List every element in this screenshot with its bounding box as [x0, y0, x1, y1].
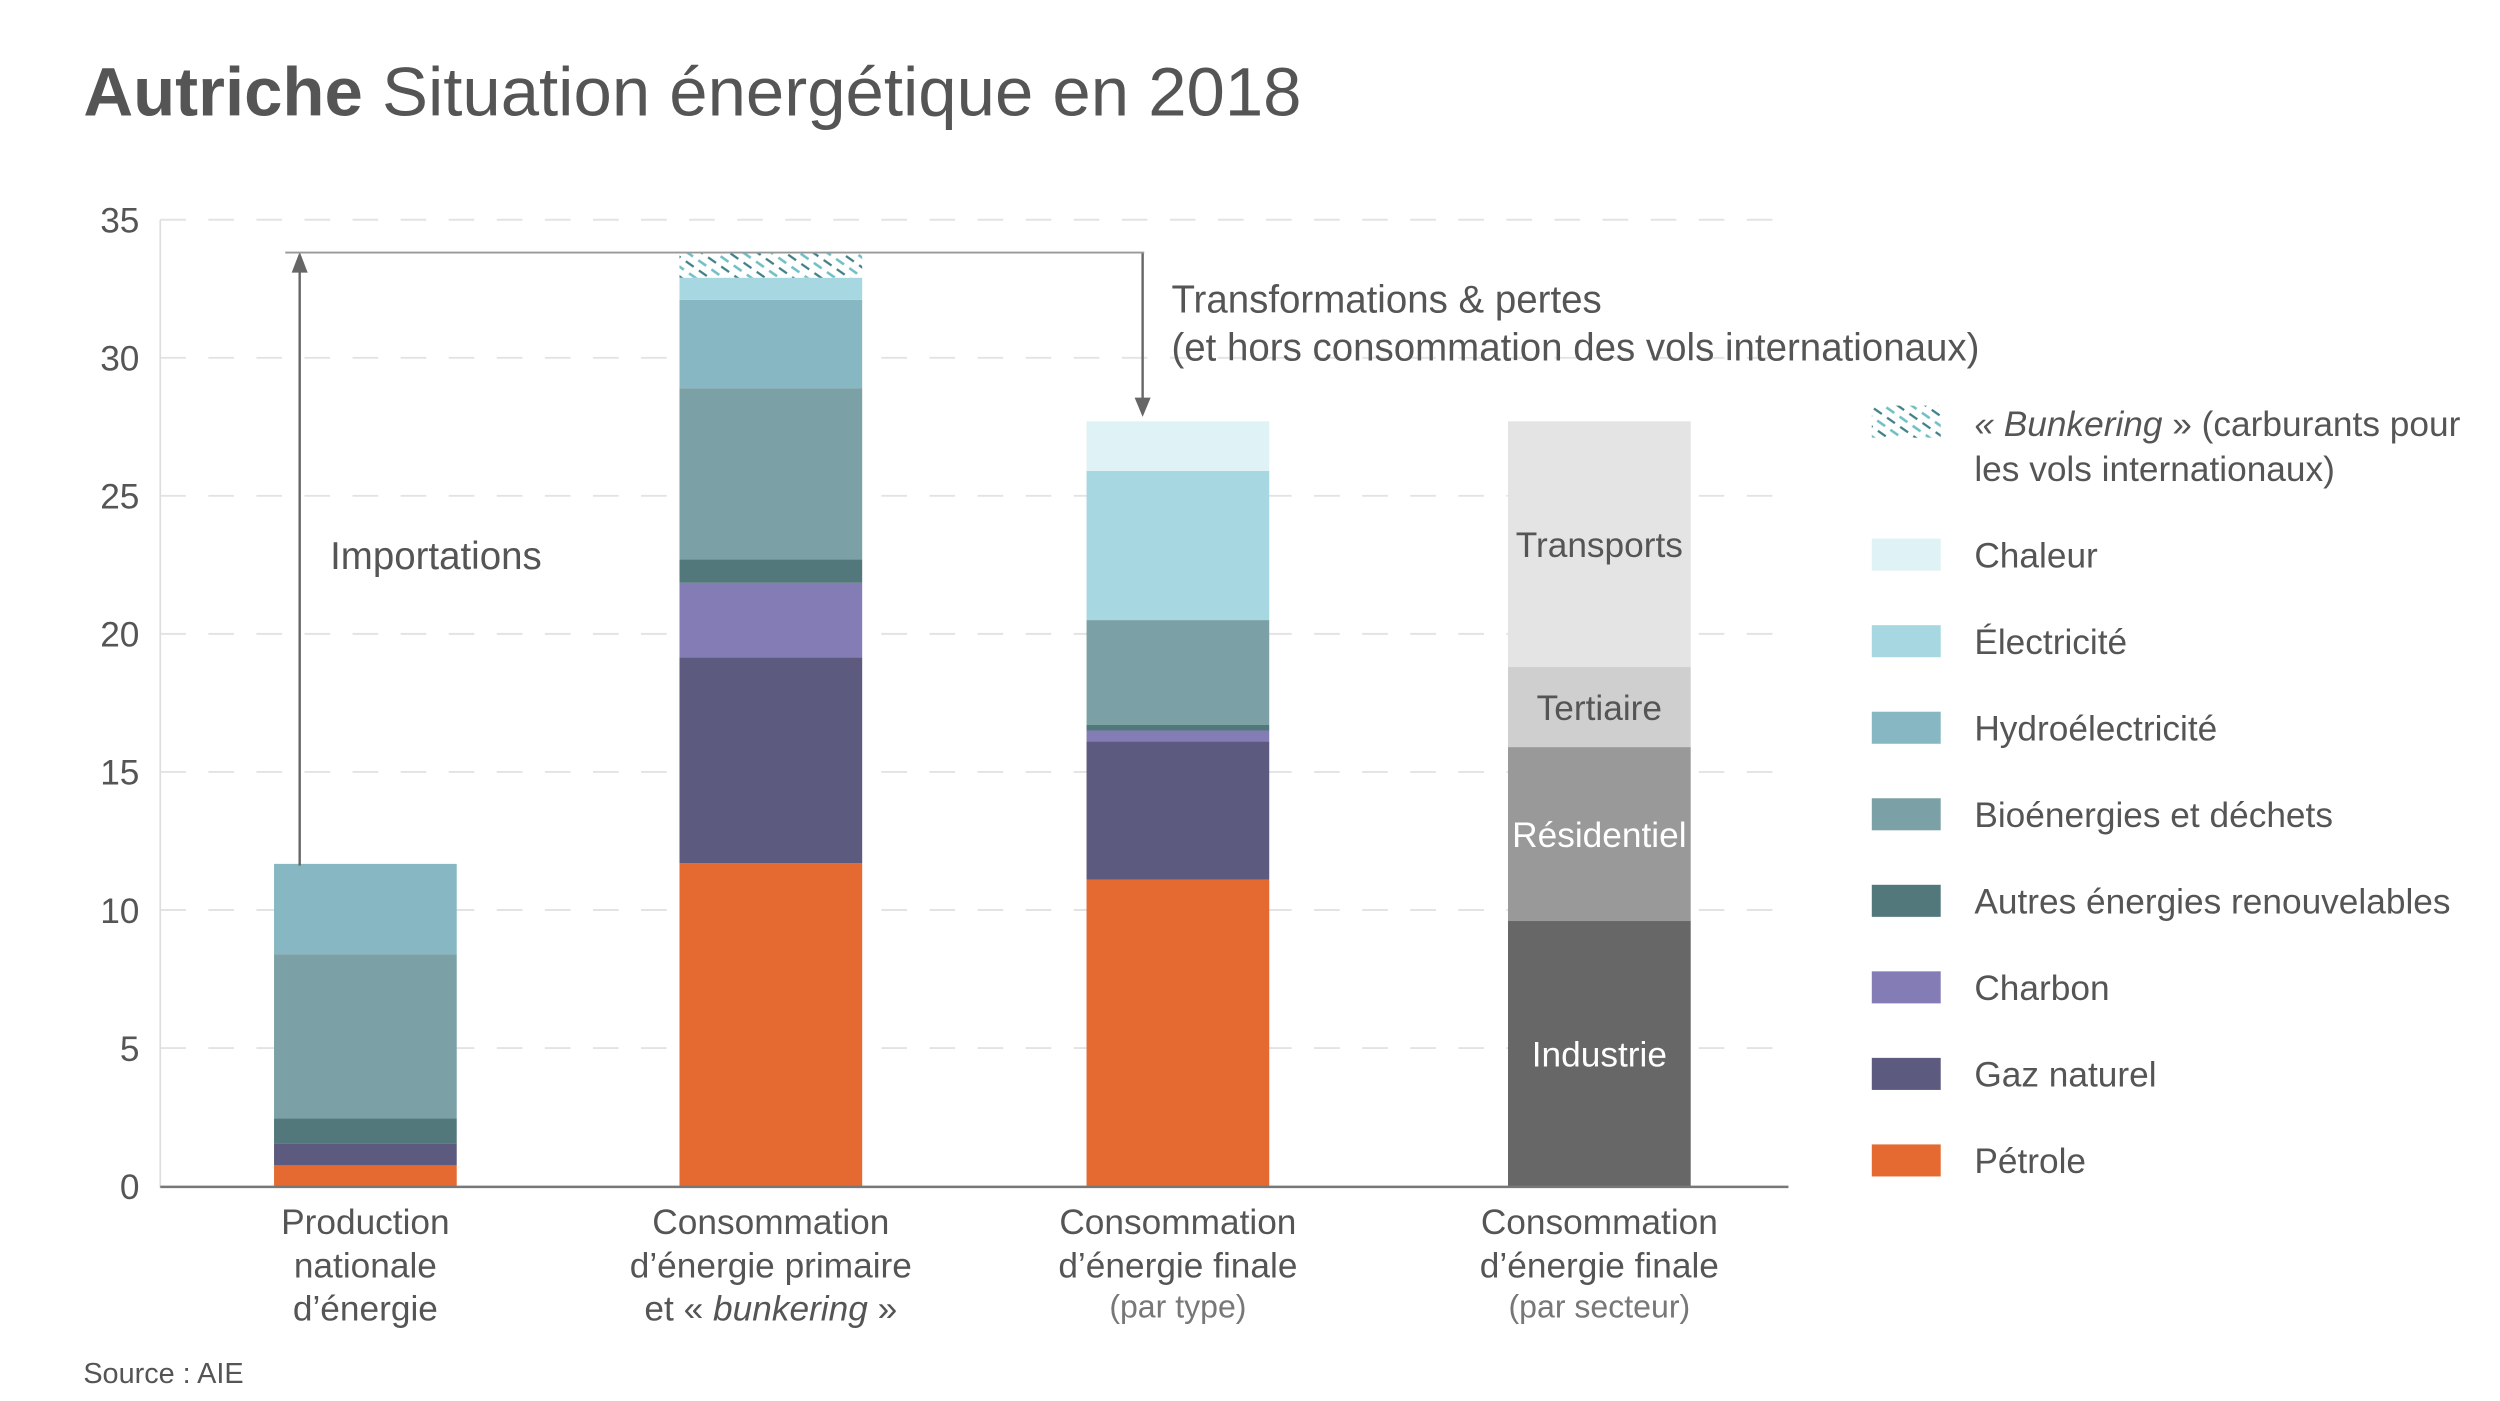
sector-label: Industrie: [1532, 1035, 1667, 1074]
x-tick-label: d’énergie: [293, 1290, 438, 1329]
bar-segment-sector: [1508, 421, 1691, 668]
bar-segment: [679, 277, 863, 300]
sector-label: Tertiaire: [1537, 689, 1662, 728]
losses-label-line1: Transformations & pertes: [1171, 279, 1601, 322]
title-text: Situation énergétique en 2018: [382, 54, 1302, 131]
legend-label: Gaz naturel: [1974, 1056, 2156, 1095]
legend-label-bunkering: « Bunkering » (carburants pour: [1974, 405, 2460, 444]
legend-swatch-bunkering: [1871, 405, 1941, 438]
bar-segment-sector: [1508, 921, 1691, 1187]
bar-segment: [679, 559, 863, 583]
x-tick-label: Consommation: [1481, 1203, 1718, 1242]
bar-segment: [1086, 724, 1270, 731]
x-tick-label: et « bunkering »: [644, 1290, 897, 1329]
legend-label: Autres énergies renouvelables: [1974, 883, 2450, 922]
bar-segment: [679, 299, 863, 389]
legend-swatch: [1871, 625, 1941, 658]
bar-segment: [1086, 470, 1270, 621]
chart-title: Autriche Situation énergétique en 2018: [83, 54, 1301, 131]
bar-segment: [1086, 421, 1270, 471]
losses-annotation: Transformations & pertes (et hors consom…: [1134, 253, 1979, 417]
legend-label: Bioénergies et déchets: [1974, 796, 2333, 835]
bar-segment: [274, 1118, 457, 1144]
legend-label: Chaleur: [1974, 536, 2098, 575]
losses-label-line2: (et hors consommation des vols internati…: [1171, 327, 1979, 370]
y-tick-label: 0: [120, 1168, 140, 1207]
imports-label: Importations: [330, 535, 542, 578]
y-tick-label: 25: [100, 478, 139, 517]
legend-swatch: [1871, 1144, 1941, 1177]
bar-segment: [679, 252, 863, 278]
legend-label: Hydroélectricité: [1974, 710, 2217, 749]
x-tick-sublabel: (par secteur): [1509, 1288, 1691, 1324]
y-axis: 0 5 10 15 20 25 30 35: [100, 202, 139, 1207]
title-bold: Autriche: [83, 54, 363, 131]
y-tick-label: 20: [100, 616, 139, 655]
y-tick-label: 10: [100, 892, 139, 931]
x-tick-label: d’énergie finale: [1058, 1246, 1297, 1285]
x-tick-label: d’énergie finale: [1480, 1246, 1719, 1285]
x-tick-label: Consommation: [652, 1203, 889, 1242]
source-note: Source : AIE: [83, 1358, 243, 1390]
legend-label: Pétrole: [1974, 1142, 2086, 1181]
bar-segment: [679, 388, 863, 560]
legend: « Bunkering » (carburants pour les vols …: [1871, 405, 2461, 1181]
sector-label: Résidentiel: [1512, 816, 1686, 855]
bars: Industrie Résidentiel Tertiaire Transports: [274, 252, 1691, 1187]
legend-swatch: [1871, 884, 1941, 917]
x-tick-label: Production: [281, 1203, 450, 1242]
bar-segment: [679, 657, 863, 864]
bar-segment-sector: [1508, 747, 1691, 922]
bar-segment: [1086, 741, 1270, 880]
bar-segment: [679, 582, 863, 658]
legend-swatch: [1871, 711, 1941, 744]
legend-swatch: [1871, 538, 1941, 571]
imports-annotation: Importations: [285, 251, 1145, 866]
bar-segment: [274, 1143, 457, 1166]
x-axis-labels: Production nationale d’énergie Consommation…: [281, 1203, 1719, 1329]
legend-label: Charbon: [1974, 969, 2109, 1008]
sector-label: Transports: [1516, 526, 1683, 565]
y-tick-label: 30: [100, 340, 139, 379]
legend-swatch: [1871, 971, 1941, 1004]
bar-segment: [274, 1165, 457, 1187]
legend-label-bunkering-line2: les vols internationaux): [1974, 450, 2335, 489]
legend-swatch: [1871, 798, 1941, 831]
y-tick-label: 5: [120, 1030, 140, 1069]
x-tick-label: nationale: [294, 1246, 437, 1285]
bar-segment: [274, 863, 457, 955]
y-tick-label: 35: [100, 202, 139, 241]
legend-swatch: [1871, 1057, 1941, 1090]
x-tick-sublabel: (par type): [1109, 1288, 1246, 1324]
x-tick-label: Consommation: [1059, 1203, 1296, 1242]
x-tick-label: d’énergie primaire: [630, 1246, 912, 1285]
bar-segment: [1086, 730, 1270, 742]
bar-segment: [274, 954, 457, 1119]
bar-segment: [1086, 879, 1270, 1187]
y-tick-label: 15: [100, 754, 139, 793]
legend-label: Électricité: [1974, 623, 2127, 662]
bar-segment: [1086, 620, 1270, 725]
bar-segment-sector: [1508, 667, 1691, 748]
bar-segment: [679, 863, 863, 1187]
